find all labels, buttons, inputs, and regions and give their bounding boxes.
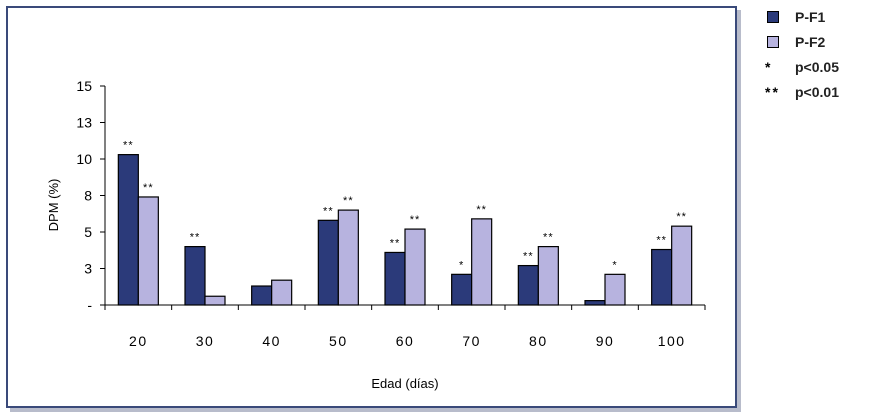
y-axis: - 3 5 8 10 13 15 [76,78,106,313]
sig-label: ** [390,237,401,249]
legend-symbol-p001: ** [765,83,780,100]
sig-label: ** [676,211,687,223]
x-axis: 20 30 40 50 60 70 80 90 100 [104,304,706,349]
bar-p-f2-80 [537,246,559,306]
y-tick-label: 8 [84,188,92,204]
bars [117,154,693,306]
sig-label: ** [190,232,201,244]
y-tick-label: 13 [76,115,92,131]
x-tick-label: 80 [529,333,548,349]
bar-p-f1-50 [317,219,339,306]
x-tick-label: 90 [596,333,615,349]
x-axis-label: Edad (días) [371,376,438,391]
bar-p-f1-70 [451,273,473,306]
sig-label: * [612,259,617,271]
y-tick-label: 3 [84,261,92,277]
bar-p-f2-30 [204,295,226,306]
bar-p-f1-100 [651,248,673,306]
x-tick-label: 70 [462,333,481,349]
y-axis-label: DPM (%) [46,179,61,232]
bar-p-f2-60 [404,228,426,306]
sig-label: ** [143,182,154,194]
legend-label-p-f2: P-F2 [795,33,826,50]
bar-p-f1-40 [251,285,273,306]
x-tick-label: 30 [196,333,215,349]
y-tick-label: 15 [76,78,92,94]
x-tick-label: 100 [658,333,686,349]
sig-label: ** [476,204,487,216]
legend-label-p-f1: P-F1 [795,8,826,25]
legend-item-p001: ** p<0.01 [765,79,871,104]
legend-label-p005: p<0.05 [795,58,839,75]
legend-swatch-p-f1 [767,10,779,23]
bar-p-f1-20 [117,154,139,306]
legend-item-p-f1: P-F1 [765,4,871,29]
sig-label: ** [323,205,334,217]
sig-label: * [459,259,464,271]
legend-item-p-f2: P-F2 [765,29,871,54]
sig-label: ** [410,214,421,226]
bar-p-f1-80 [517,264,539,306]
bar-p-f1-60 [384,251,406,306]
sig-label: ** [656,235,667,247]
x-tick-label: 40 [262,333,281,349]
legend-symbol-p005: * [765,58,773,75]
bar-p-f2-40 [271,279,293,306]
y-tick-label: 5 [84,224,92,240]
sig-label: ** [543,232,554,244]
legend-swatch-p-f2 [767,35,779,48]
legend-label-p001: p<0.01 [795,83,839,100]
significance-labels: ************************** [123,140,687,272]
y-tick-label: - [87,297,92,313]
legend: P-F1 P-F2 * p<0.05 ** p<0.01 [765,4,871,104]
chart-frame: -3 5 8 10 13 15 20 30 40 50 60 70 80 90 100 ** ** ** ** *… [6,6,737,408]
y-tick-label: 10 [76,151,92,167]
x-tick-label: 20 [129,333,148,349]
sig-label: ** [343,195,354,207]
legend-item-p005: * p<0.05 [765,54,871,79]
bar-p-f1-30 [184,246,206,306]
bar-p-f2-100 [671,225,693,306]
sig-label: ** [523,251,534,263]
bar-p-f2-20 [137,196,159,306]
bar-p-f2-70 [471,218,493,306]
x-tick-label: 50 [329,333,348,349]
bar-p-f2-90 [604,273,626,306]
bar-p-f2-50 [337,209,359,306]
bar-p-f1-90 [584,300,606,306]
x-tick-label: 60 [396,333,415,349]
sig-label: ** [123,140,134,152]
